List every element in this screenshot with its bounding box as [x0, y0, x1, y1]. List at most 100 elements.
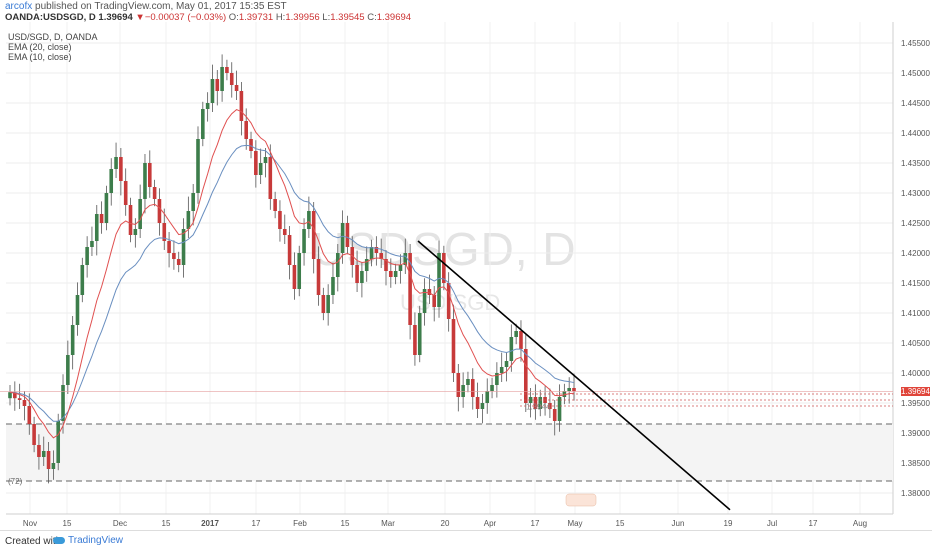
candle-body [17, 398, 22, 400]
candle-body [379, 253, 383, 259]
legend-ema10: EMA (10, close) [8, 52, 72, 62]
candle-body [567, 388, 571, 391]
candle-body [239, 91, 244, 121]
author-link[interactable]: arcofx [5, 1, 33, 12]
close-label: C: [367, 12, 377, 23]
candle-body [340, 223, 345, 253]
candle-body [176, 259, 181, 265]
last-price: 1.39694 [98, 12, 133, 23]
candle-body [56, 421, 61, 463]
y-tick-label: 1.43500 [901, 159, 930, 168]
candle-body [495, 373, 499, 385]
candle-body [119, 157, 123, 181]
down-arrow-icon: ▼ [135, 12, 145, 23]
candle-body [456, 373, 461, 397]
candle-body [27, 406, 32, 424]
candle-body [509, 337, 514, 361]
candle-body [172, 253, 176, 259]
candle-body [499, 367, 504, 373]
candle-body [41, 451, 46, 457]
candle-body [552, 409, 557, 421]
legend-symbol: USD/SGD, D, OANDA [8, 32, 98, 42]
created-with-label: Created with [5, 536, 62, 547]
candle-body [123, 181, 128, 205]
x-tick-label: 17 [809, 519, 818, 528]
x-tick-label: 15 [341, 519, 350, 528]
low-label: L: [322, 12, 331, 23]
high-label: H: [275, 12, 286, 23]
y-tick-label: 1.42500 [901, 219, 930, 228]
candle-body [533, 397, 538, 409]
candle-body [51, 463, 56, 469]
x-tick-label: 15 [63, 519, 72, 528]
price-chart[interactable]: 1.45500 1.45000 1.44500 1.44000 1.43500 1.430… [0, 22, 932, 530]
candle-body [307, 211, 311, 229]
candle-body [37, 445, 41, 457]
x-tick-label: May [567, 519, 582, 528]
y-tick-label: 1.45500 [901, 39, 930, 48]
candle-body [114, 157, 118, 169]
candle-body [374, 247, 379, 253]
y-tick-label: 1.38500 [901, 459, 930, 468]
x-tick-label: 19 [724, 519, 733, 528]
ema20-line [9, 144, 575, 422]
candle-body [326, 295, 330, 313]
candle-body [316, 259, 321, 295]
candle-body [225, 67, 229, 73]
candle-body [523, 349, 528, 403]
candle-body [85, 247, 89, 265]
footer: Created with TradingView [0, 530, 932, 551]
candle-body [75, 295, 80, 325]
candle-body [331, 277, 335, 295]
candle-body [46, 451, 51, 469]
x-tick-label: 17 [531, 519, 540, 528]
legend-ema20: EMA (20, close) [8, 42, 72, 52]
cloud-icon [53, 536, 65, 544]
candle-body [538, 397, 543, 409]
tradingview-logo[interactable]: TradingView [53, 535, 123, 546]
candle-body [273, 199, 277, 211]
candle-body [369, 247, 374, 259]
candle-body [302, 229, 306, 253]
x-tick-label: 20 [441, 519, 450, 528]
candle-body [152, 187, 157, 199]
candle-body [66, 355, 70, 385]
candle-body [408, 253, 412, 325]
candle-body [61, 385, 65, 421]
candle-body [109, 169, 114, 193]
candle-body [229, 73, 234, 85]
y-tick-label: 1.40000 [901, 369, 930, 378]
candle-body [389, 271, 393, 277]
candle-body [196, 139, 200, 193]
candle-body [90, 241, 94, 247]
candle-body [99, 214, 104, 223]
candle-body [384, 259, 388, 271]
events-marker [565, 493, 597, 507]
candle-body [514, 331, 518, 337]
y-tick-label: 1.41500 [901, 279, 930, 288]
candle-body [485, 391, 490, 403]
symbol-info: OANDA:USDSGD, D 1.39694 ▼−0.00037 (−0.03… [5, 12, 411, 23]
candle-body [263, 157, 268, 163]
candle-body [466, 379, 470, 385]
open-label: O: [228, 12, 239, 23]
symbol-name: OANDA:USDSGD, D [5, 12, 96, 23]
candle-body [504, 361, 509, 367]
candle-body [133, 229, 138, 235]
chart-header: arcofx published on TradingView.com, May… [0, 0, 932, 23]
candle-body [191, 193, 195, 211]
candle-body [427, 289, 432, 295]
candle-body [393, 271, 398, 277]
ema10-line [9, 109, 575, 439]
x-tick-label: Jun [672, 519, 685, 528]
candle-body [292, 265, 297, 289]
trendline [417, 240, 731, 511]
candle-body [278, 211, 282, 229]
published-text: published on TradingView.com, May 01, 20… [35, 1, 287, 12]
y-tick-label: 1.39000 [901, 429, 930, 438]
candle-body [432, 295, 437, 307]
candle-body [470, 379, 475, 397]
candle-body [94, 214, 99, 241]
candle-body [80, 265, 85, 295]
candle-body [201, 109, 205, 139]
